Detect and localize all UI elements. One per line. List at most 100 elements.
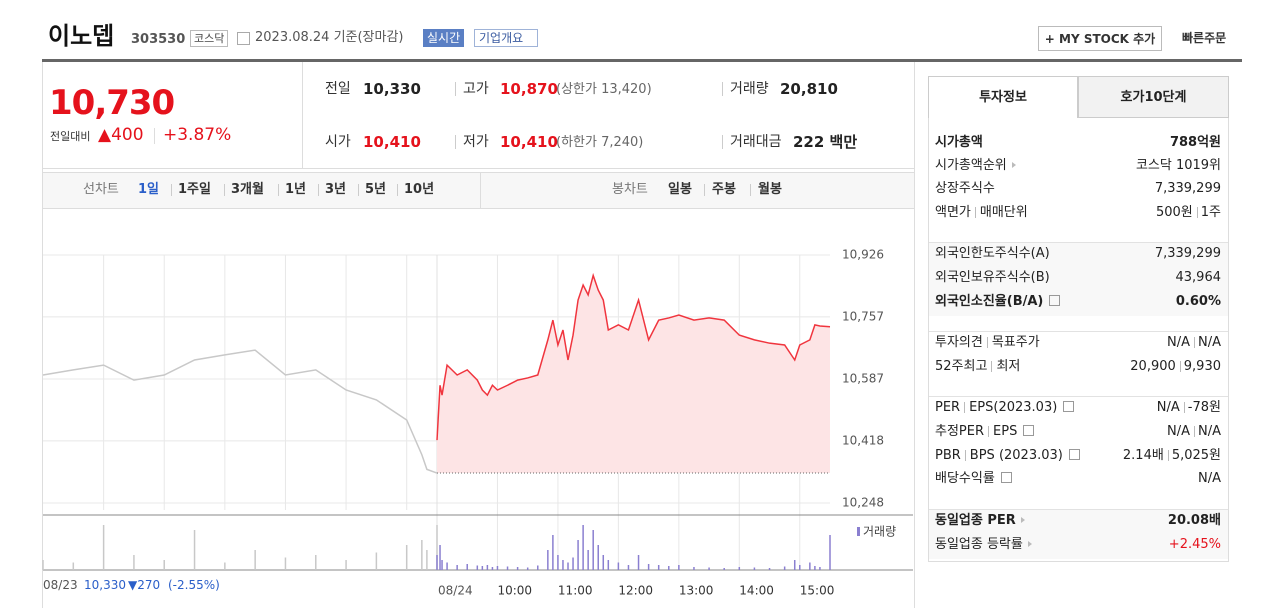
- separator: [455, 135, 456, 149]
- separator: [704, 184, 705, 196]
- link-arrow: [1011, 162, 1016, 168]
- period-tab[interactable]: 1년: [285, 182, 307, 197]
- realtime-badge[interactable]: 실시간: [423, 29, 465, 47]
- help-icon[interactable]: [1063, 401, 1075, 412]
- separator: [750, 184, 751, 196]
- invest-label: 배당수익률: [935, 471, 995, 486]
- separator: [722, 82, 723, 96]
- summary-value: 222 백만: [793, 133, 858, 151]
- invest-label: 시가총액순위: [935, 158, 1007, 173]
- tabs-divider: [480, 173, 481, 208]
- invest-label: 최저: [996, 359, 1021, 374]
- period-tab[interactable]: 3개월: [231, 182, 264, 197]
- price-box: [42, 62, 303, 169]
- invest-tab[interactable]: 호가10단계: [1078, 76, 1229, 118]
- separator: [278, 184, 279, 196]
- footer-date: 08/23: [43, 578, 78, 592]
- invest-label: 액면가: [935, 205, 971, 220]
- separator: [964, 402, 966, 413]
- help-icon[interactable]: [1049, 295, 1061, 306]
- invest-tab[interactable]: 투자정보: [928, 76, 1078, 118]
- invest-value: 9,930: [1183, 359, 1221, 374]
- summary-label: 저가: [463, 134, 489, 150]
- y-tick-label: 10,418: [842, 433, 884, 447]
- candle-tab[interactable]: 일봉: [668, 182, 692, 197]
- period-tab[interactable]: 10년: [404, 182, 435, 197]
- period-tab[interactable]: 1주일: [178, 182, 211, 197]
- invest-value: 1주: [1200, 205, 1221, 220]
- invest-label: 시가총액: [935, 135, 983, 150]
- summary-label: 전일: [325, 81, 351, 97]
- invest-label: PBR: [935, 448, 961, 463]
- invest-value: N/A: [1156, 400, 1180, 415]
- invest-value: 0.60%: [1175, 294, 1221, 309]
- help-icon[interactable]: [1000, 472, 1012, 483]
- x-tick-label: 15:00: [800, 584, 835, 598]
- summary-label: 거래량: [730, 81, 769, 97]
- invest-label: 투자의견: [935, 335, 983, 350]
- summary-value: 10,410: [363, 133, 421, 151]
- candle-tab[interactable]: 월봉: [758, 182, 782, 197]
- invest-value: 코스닥 1019위: [1135, 158, 1221, 173]
- invest-label: 동일업종 등락률: [935, 537, 1023, 552]
- prev-price-line: [42, 349, 438, 474]
- chart-tabs: [42, 172, 915, 209]
- stock-code: 303530: [131, 32, 186, 47]
- summary-value: 20,810: [780, 80, 838, 98]
- my-stock-button[interactable]: + MY STOCK 추가: [1038, 26, 1162, 51]
- separator: [171, 184, 172, 196]
- summary-extra: (상한가 13,420): [556, 82, 652, 97]
- invest-label: 매매단위: [979, 205, 1028, 220]
- separator: [455, 82, 456, 96]
- separator: [974, 207, 976, 218]
- summary-value: 10,410: [500, 133, 558, 151]
- market-badge: 코스닥: [190, 30, 229, 47]
- section-rule: [929, 396, 1228, 397]
- invest-label: PER: [935, 400, 961, 415]
- company-button[interactable]: 기업개요: [474, 29, 539, 47]
- separator: [1196, 207, 1198, 218]
- date: 2023.08.24 기준(장마감): [255, 30, 404, 45]
- period-tab[interactable]: 5년: [365, 182, 387, 197]
- summary-value: 10,330: [363, 80, 421, 98]
- change-rate: +3.87%: [163, 125, 232, 145]
- separator: [991, 361, 993, 372]
- invest-label: 목표주가: [991, 335, 1040, 350]
- invest-value: 5,025원: [1171, 448, 1221, 463]
- y-tick-label: 10,757: [842, 309, 884, 323]
- stock-name: 이노뎁: [48, 22, 115, 50]
- period-tab[interactable]: 3년: [325, 182, 347, 197]
- quick-order[interactable]: 빠른주문: [1182, 31, 1227, 45]
- day-label: 08/24: [438, 584, 473, 598]
- footer-change: ▼270: [128, 578, 161, 592]
- separator: [224, 184, 225, 196]
- separator: [358, 184, 359, 196]
- current-price: 10,730: [49, 83, 175, 123]
- tab-group-label: 선차트: [83, 182, 119, 197]
- price-chart: 10,926 10,757 10,587 10,418 10,248 08/24 10:00…: [42, 240, 913, 598]
- candle-tab[interactable]: 주봉: [712, 182, 736, 197]
- legend-label: 거래량: [863, 525, 896, 539]
- separator: [1194, 426, 1195, 437]
- help-icon[interactable]: [1068, 449, 1080, 460]
- separator: [1194, 337, 1195, 348]
- footer-rate: (-2.55%): [168, 578, 220, 592]
- separator: [986, 337, 988, 348]
- help-icon[interactable]: [1023, 425, 1035, 436]
- separator: [154, 128, 155, 144]
- invest-value: N/A: [1167, 335, 1190, 350]
- invest-value: 2.14배: [1122, 448, 1164, 463]
- period-tab[interactable]: 1일: [138, 182, 160, 197]
- y-tick-label: 10,926: [842, 248, 884, 262]
- link-arrow: [1020, 517, 1025, 523]
- x-tick-label: 13:00: [679, 584, 714, 598]
- invest-label: 외국인보유주식수(B): [935, 270, 1050, 285]
- invest-value: 43,964: [1175, 270, 1222, 285]
- footer-close: 10,330: [84, 578, 126, 592]
- invest-value: 788억원: [1169, 135, 1221, 150]
- section-bg: [929, 242, 1228, 316]
- invest-label: BPS (2023.03): [969, 448, 1063, 463]
- invest-label: 추정PER: [935, 424, 985, 439]
- change: ▲400: [98, 125, 144, 145]
